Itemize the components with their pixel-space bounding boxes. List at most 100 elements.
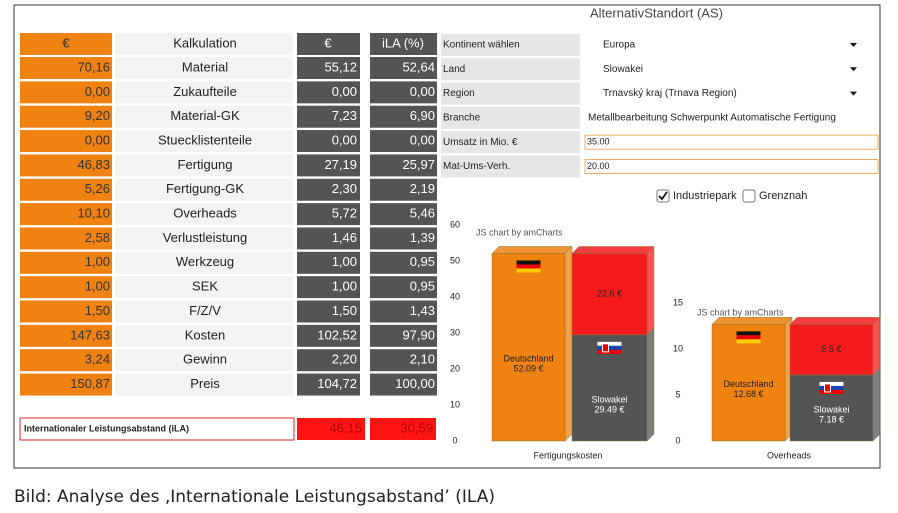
- cell-bg: [20, 105, 112, 128]
- table-cell: 52,64: [402, 59, 435, 74]
- input-value: 35.00: [587, 137, 610, 147]
- table-cell: 1,50: [85, 303, 110, 318]
- segment-label: 52.09 €: [513, 364, 543, 374]
- dropdown-arrow: [850, 91, 857, 96]
- table-cell: 0,00: [85, 84, 110, 99]
- cell-bg: [370, 203, 437, 226]
- cell-bg: [115, 203, 293, 226]
- field-label-bg: [441, 34, 580, 56]
- table-cell: 0,00: [410, 84, 435, 99]
- field-label: Kontinent wählen: [443, 40, 520, 51]
- cell-bg: [20, 349, 112, 372]
- table-cell: iLA (%): [382, 35, 424, 50]
- cell-bg: [115, 81, 293, 104]
- input-box: [584, 134, 879, 150]
- y-tick-label: 30: [450, 327, 460, 337]
- bar-top: [491, 246, 573, 254]
- x-axis-label: Fertigungskosten: [533, 450, 602, 460]
- table-cell: €: [324, 35, 332, 50]
- cell-bg: [370, 349, 437, 372]
- y-tick-label: 10: [450, 399, 460, 409]
- table-cell: 2,10: [410, 352, 435, 367]
- field-label-bg: [441, 155, 580, 178]
- footer-label: Internationaler Leistungsabstand (iLA): [24, 423, 189, 433]
- field-label-bg: [441, 82, 580, 105]
- bar-top: [789, 317, 881, 325]
- table-cell: 2,58: [85, 230, 110, 245]
- field-value: Metallbearbeitung Schwerpunkt Automatisc…: [588, 113, 836, 124]
- table-cell: 97,90: [402, 327, 435, 342]
- table-cell: 102,52: [317, 327, 357, 342]
- table-cell: 0,00: [85, 132, 110, 147]
- table-cell: 150,87: [70, 376, 110, 391]
- cell-bg: [20, 300, 112, 323]
- bar-label: Deutschland: [503, 354, 553, 364]
- cell-bg: [115, 33, 293, 55]
- table-cell: Gewinn: [183, 352, 227, 367]
- table-cell: Werkzeug: [176, 254, 234, 269]
- flag: [597, 345, 622, 350]
- cell-bg: [20, 373, 112, 396]
- cell-bg: [115, 105, 293, 128]
- segment-label: 5.5 €: [821, 344, 841, 354]
- field-label: Mat-Ums-Verh.: [443, 161, 510, 172]
- y-tick-label: 20: [450, 363, 460, 373]
- table-cell: €: [62, 35, 70, 50]
- flag: [819, 389, 844, 394]
- cell-bg: [115, 154, 293, 177]
- cell-bg: [115, 227, 293, 250]
- cell-bg: [297, 57, 360, 79]
- cell-bg: [370, 130, 437, 153]
- table-cell: Preis: [190, 376, 220, 391]
- cell-bg: [370, 324, 437, 347]
- table-cell: 0,00: [332, 84, 357, 99]
- chart-credit: JS chart by amCharts: [697, 307, 784, 317]
- cell-bg: [20, 227, 112, 250]
- table-cell: Verlustleistung: [163, 230, 248, 245]
- cell-bg: [370, 178, 437, 201]
- footer-box: [19, 417, 295, 441]
- table-cell: 2,30: [332, 181, 357, 196]
- select-value: Slowakei: [603, 64, 643, 75]
- bar-side: [646, 327, 655, 442]
- table-cell: 0,00: [332, 132, 357, 147]
- table-cell: 147,63: [70, 327, 110, 342]
- footer-value: 30,59: [400, 420, 433, 435]
- cell-bg: [297, 105, 360, 128]
- cell-bg: [297, 130, 360, 153]
- table-cell: 55,12: [324, 59, 357, 74]
- table-cell: 2,20: [332, 352, 357, 367]
- cell-bg: [115, 349, 293, 372]
- y-tick-label: 0: [675, 435, 680, 445]
- flag: [819, 385, 844, 390]
- cell-bg: [20, 324, 112, 347]
- bar-segment: [711, 324, 786, 442]
- table-cell: 5,46: [410, 206, 435, 221]
- checkbox-label: Grenznah: [759, 190, 807, 202]
- y-tick-label: 60: [450, 219, 460, 229]
- cell-bg: [297, 373, 360, 396]
- cell-bg: [297, 300, 360, 323]
- y-tick-label: 15: [673, 297, 683, 307]
- cell-bg: [20, 154, 112, 177]
- table-cell: 1,00: [332, 254, 357, 269]
- bar-segment: [571, 253, 648, 336]
- table-cell: 70,16: [77, 59, 110, 74]
- cell-bg: [297, 203, 360, 226]
- cell-bg: [370, 300, 437, 323]
- select-value: Trnavský kraj (Trnava Region): [603, 88, 737, 99]
- cell-bg: [297, 324, 360, 347]
- table-cell: 1,00: [85, 279, 110, 294]
- bar-side: [872, 367, 881, 442]
- cell-bg: [115, 300, 293, 323]
- table-cell: 10,10: [77, 206, 110, 221]
- table-cell: 2,19: [410, 181, 435, 196]
- footer-value: 46,15: [329, 420, 362, 435]
- table-cell: 1,00: [85, 254, 110, 269]
- cell-bg: [370, 154, 437, 177]
- segment-label: 12.68 €: [733, 389, 763, 399]
- cell-bg: [370, 57, 437, 79]
- y-tick-label: 50: [450, 255, 460, 265]
- cell-bg: [20, 33, 112, 55]
